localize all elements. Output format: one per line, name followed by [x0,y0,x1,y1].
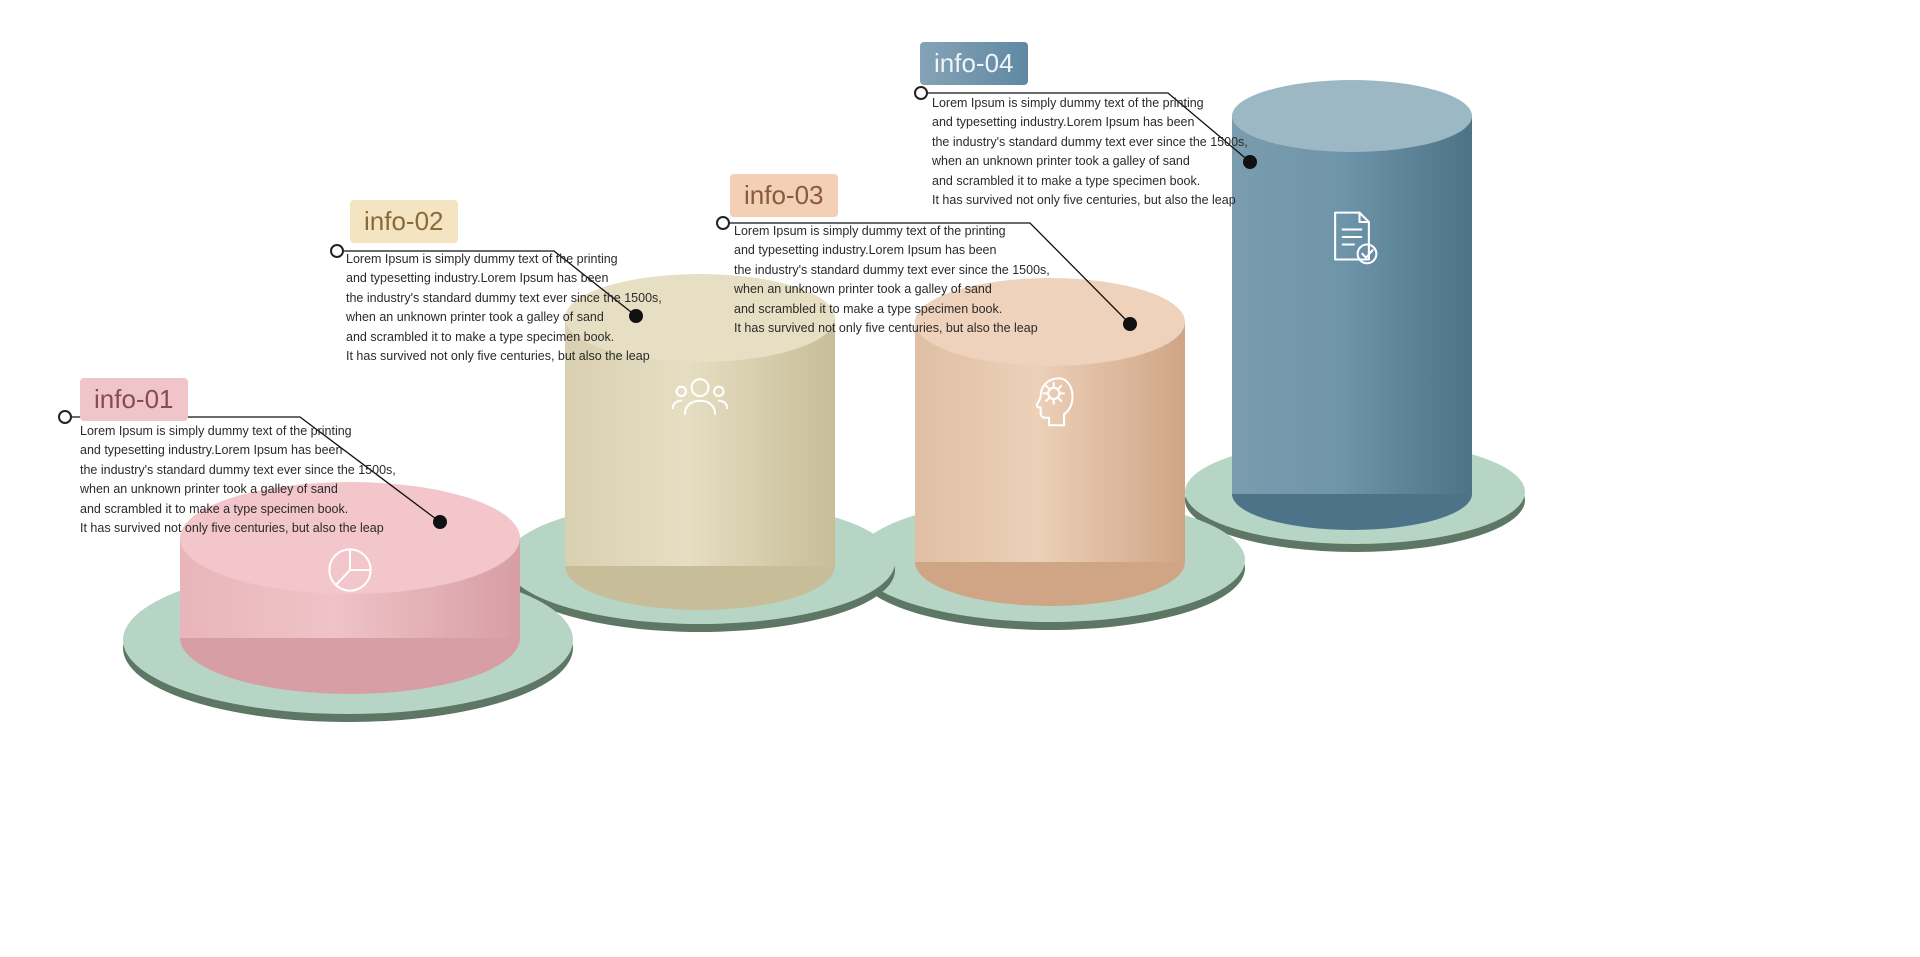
description-02: Lorem Ipsum is simply dummy text of the … [346,250,662,366]
label-badge-04: info-04 [920,42,1028,85]
callout-origin-03 [716,216,730,230]
head-ai-icon [1020,369,1080,429]
callout-origin-04 [914,86,928,100]
callout-end-01 [433,515,447,529]
cylinder-top-04 [1232,80,1472,152]
description-04: Lorem Ipsum is simply dummy text of the … [932,94,1248,210]
label-badge-02: info-02 [350,200,458,243]
callout-origin-02 [330,244,344,258]
pie-chart-icon [320,540,380,600]
callout-origin-01 [58,410,72,424]
description-03: Lorem Ipsum is simply dummy text of the … [734,222,1050,338]
users-icon [670,367,730,427]
description-01: Lorem Ipsum is simply dummy text of the … [80,422,396,538]
infographic-stage: info-01Lorem Ipsum is simply dummy text … [0,0,1920,957]
doc-check-icon [1322,207,1382,267]
label-badge-01: info-01 [80,378,188,421]
label-badge-03: info-03 [730,174,838,217]
cylinder-body-04 [1232,116,1472,494]
callout-end-03 [1123,317,1137,331]
